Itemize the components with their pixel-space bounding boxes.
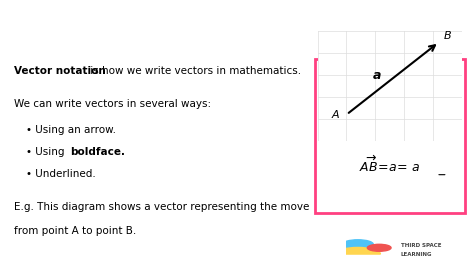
Text: • Using: • Using <box>26 147 68 157</box>
Text: LEARNING: LEARNING <box>401 252 432 257</box>
Circle shape <box>342 240 373 249</box>
Text: • Using an arrow.: • Using an arrow. <box>26 125 116 135</box>
Text: Vector Notation: Vector Notation <box>12 17 198 36</box>
Circle shape <box>367 244 391 251</box>
Bar <box>315 59 465 213</box>
Text: is how we write vectors in mathematics.: is how we write vectors in mathematics. <box>87 66 301 76</box>
Text: $\overrightarrow{AB}$$\!=\! \mathbf{\mathit{a}} \!=\!$ $a$: $\overrightarrow{AB}$$\!=\! \mathbf{\mat… <box>359 154 420 175</box>
Text: from point A to point B.: from point A to point B. <box>14 226 137 236</box>
Text: THIRD SPACE: THIRD SPACE <box>401 243 441 248</box>
Text: E.g. This diagram shows a vector representing the move: E.g. This diagram shows a vector represe… <box>14 202 310 212</box>
Text: a: a <box>373 69 381 81</box>
Text: A: A <box>332 110 339 120</box>
Text: We can write vectors in several ways:: We can write vectors in several ways: <box>14 99 211 109</box>
Wedge shape <box>335 247 380 254</box>
Text: B: B <box>443 31 451 41</box>
Text: boldface.: boldface. <box>70 147 125 157</box>
Text: • Underlined.: • Underlined. <box>26 169 96 179</box>
Text: Vector notation: Vector notation <box>14 66 106 76</box>
